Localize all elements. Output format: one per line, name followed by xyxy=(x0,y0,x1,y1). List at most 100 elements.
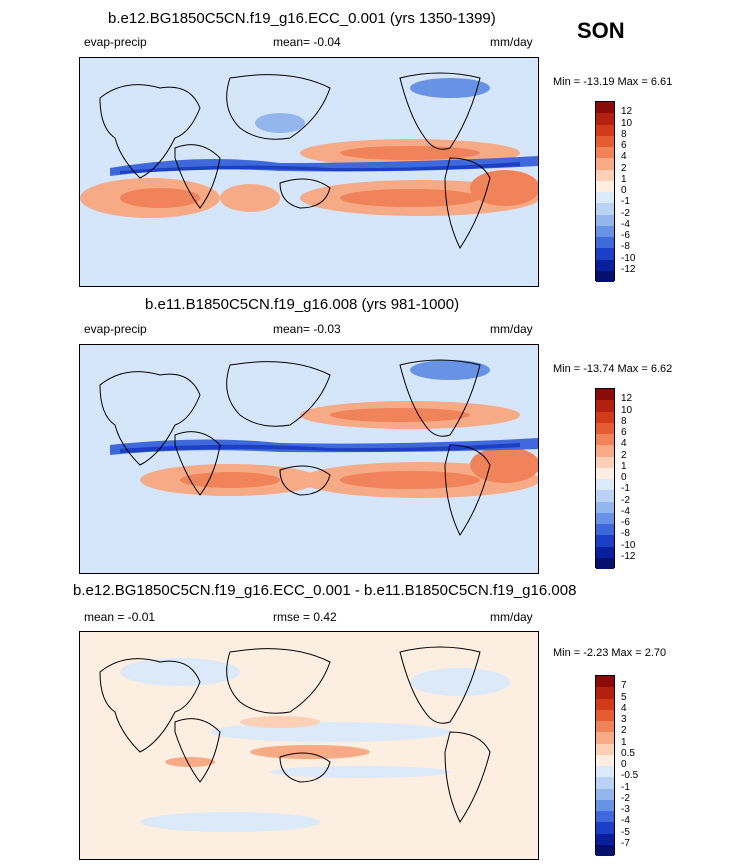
colorbar-tick-label: 5 xyxy=(621,691,627,703)
colorbar-swatch xyxy=(596,833,614,845)
colorbar-tick-label: -12 xyxy=(621,263,636,275)
colorbar-tick-label: -10 xyxy=(621,539,636,551)
colorbar-swatch xyxy=(596,422,614,434)
colorbar-tick-label: -7 xyxy=(621,837,630,849)
colorbar-swatch xyxy=(596,811,614,823)
colorbar-swatch xyxy=(596,754,614,766)
panel-3-title: b.e12.BG1850C5CN.f19_g16.ECC_0.001 - b.e… xyxy=(73,582,577,599)
colorbar-tick-label: -6 xyxy=(621,230,630,241)
colorbar-swatch xyxy=(596,535,614,547)
colorbar-tick-label: 2 xyxy=(621,162,627,174)
colorbar-swatch xyxy=(596,124,614,136)
colorbar-tick-label: -10 xyxy=(621,252,636,264)
colorbar-tick-label: -8 xyxy=(621,241,630,253)
colorbar-swatch xyxy=(596,445,614,457)
colorbar-tick-label: -6 xyxy=(621,517,630,528)
panel-3-colorbar xyxy=(595,675,615,856)
panel-1-title: b.e12.BG1850C5CN.f19_g16.ECC_0.001 (yrs … xyxy=(108,10,496,27)
colorbar-tick-label: -1 xyxy=(621,483,630,495)
colorbar-swatch xyxy=(596,180,614,192)
colorbar-tick-label: 0.5 xyxy=(621,747,635,759)
colorbar-swatch xyxy=(596,113,614,125)
colorbar-tick-label: -4 xyxy=(621,505,630,517)
colorbar-tick-label: 2 xyxy=(621,725,627,737)
colorbar-tick-label: 2 xyxy=(621,449,627,461)
colorbar-tick-label: -4 xyxy=(621,218,630,230)
colorbar-tick-label: -0.5 xyxy=(621,770,639,782)
colorbar-swatch xyxy=(596,557,614,569)
panel-2-title: b.e11.B1850C5CN.f19_g16.008 (yrs 981-100… xyxy=(145,296,460,313)
colorbar-tick-label: -2 xyxy=(621,207,630,219)
colorbar-swatch xyxy=(596,248,614,260)
colorbar-tick-label: 10 xyxy=(621,117,633,129)
colorbar-tick-label: -5 xyxy=(621,826,630,838)
colorbar-tick-label: 4 xyxy=(621,702,627,714)
colorbar-swatch xyxy=(596,203,614,215)
colorbar-tick-label: 3 xyxy=(621,714,627,725)
panel-2-map xyxy=(79,344,539,574)
colorbar-swatch xyxy=(596,259,614,271)
colorbar-swatch xyxy=(596,490,614,502)
colorbar-tick-label: 4 xyxy=(621,438,627,450)
colorbar-swatch xyxy=(596,389,614,401)
colorbar-tick-label: -2 xyxy=(621,494,630,506)
colorbar-swatch xyxy=(596,676,614,688)
colorbar-swatch xyxy=(596,777,614,789)
colorbar-swatch xyxy=(596,721,614,733)
colorbar-tick-label: -1 xyxy=(621,196,630,208)
colorbar-swatch xyxy=(596,844,614,856)
colorbar-swatch xyxy=(596,135,614,147)
colorbar-tick-label: -3 xyxy=(621,804,630,815)
colorbar-tick-label: 8 xyxy=(621,415,627,427)
colorbar-swatch xyxy=(596,512,614,524)
panel-1-map xyxy=(79,57,539,287)
colorbar-swatch xyxy=(596,524,614,536)
colorbar-tick-label: 0 xyxy=(621,472,627,483)
colorbar-tick-label: -12 xyxy=(621,550,636,562)
colorbar-swatch xyxy=(596,169,614,181)
colorbar-swatch xyxy=(596,158,614,170)
colorbar-tick-label: 7 xyxy=(621,680,627,692)
panel-1-mean-label: mean= -0.04 xyxy=(273,35,341,49)
panel-1-colorbar xyxy=(595,101,615,282)
colorbar-swatch xyxy=(596,546,614,558)
colorbar-tick-label: 1 xyxy=(621,736,627,748)
colorbar-tick-label: 10 xyxy=(621,404,633,416)
colorbar-swatch xyxy=(596,456,614,468)
colorbar-swatch xyxy=(596,743,614,755)
colorbar-swatch xyxy=(596,225,614,237)
colorbar-swatch xyxy=(596,102,614,114)
panel-1-minmax: Min = -13.19 Max = 6.61 xyxy=(553,76,673,88)
colorbar-tick-label: 6 xyxy=(621,140,627,151)
colorbar-tick-label: -8 xyxy=(621,528,630,540)
panel-1-units: mm/day xyxy=(490,35,533,49)
colorbar-swatch xyxy=(596,698,614,710)
season-label: SON xyxy=(577,18,625,43)
colorbar-swatch xyxy=(596,479,614,491)
colorbar-swatch xyxy=(596,237,614,249)
panel-1-field-label: evap-precip xyxy=(84,35,147,49)
panel-2-units: mm/day xyxy=(490,322,533,336)
colorbar-swatch xyxy=(596,822,614,834)
panel-2-minmax: Min = -13.74 Max = 6.62 xyxy=(553,363,673,375)
colorbar-swatch xyxy=(596,788,614,800)
panel-3-map xyxy=(79,631,539,860)
colorbar-swatch xyxy=(596,709,614,721)
colorbar-tick-label: 8 xyxy=(621,128,627,140)
colorbar-swatch xyxy=(596,270,614,282)
panel-3-mean-label: mean = -0.01 xyxy=(84,610,156,624)
colorbar-swatch xyxy=(596,214,614,226)
colorbar-tick-label: 1 xyxy=(621,460,627,472)
colorbar-tick-label: 6 xyxy=(621,427,627,438)
panel-2-colorbar xyxy=(595,388,615,569)
colorbar-tick-label: 12 xyxy=(621,106,633,118)
colorbar-swatch xyxy=(596,411,614,423)
colorbar-tick-label: -2 xyxy=(621,792,630,804)
colorbar-tick-label: 1 xyxy=(621,173,627,185)
colorbar-swatch xyxy=(596,147,614,159)
panel-2-field-label: evap-precip xyxy=(84,322,147,336)
colorbar-tick-label: 0 xyxy=(621,185,627,196)
colorbar-swatch xyxy=(596,766,614,778)
panel-3-minmax: Min = -2.23 Max = 2.70 xyxy=(553,647,667,659)
colorbar-swatch xyxy=(596,467,614,479)
